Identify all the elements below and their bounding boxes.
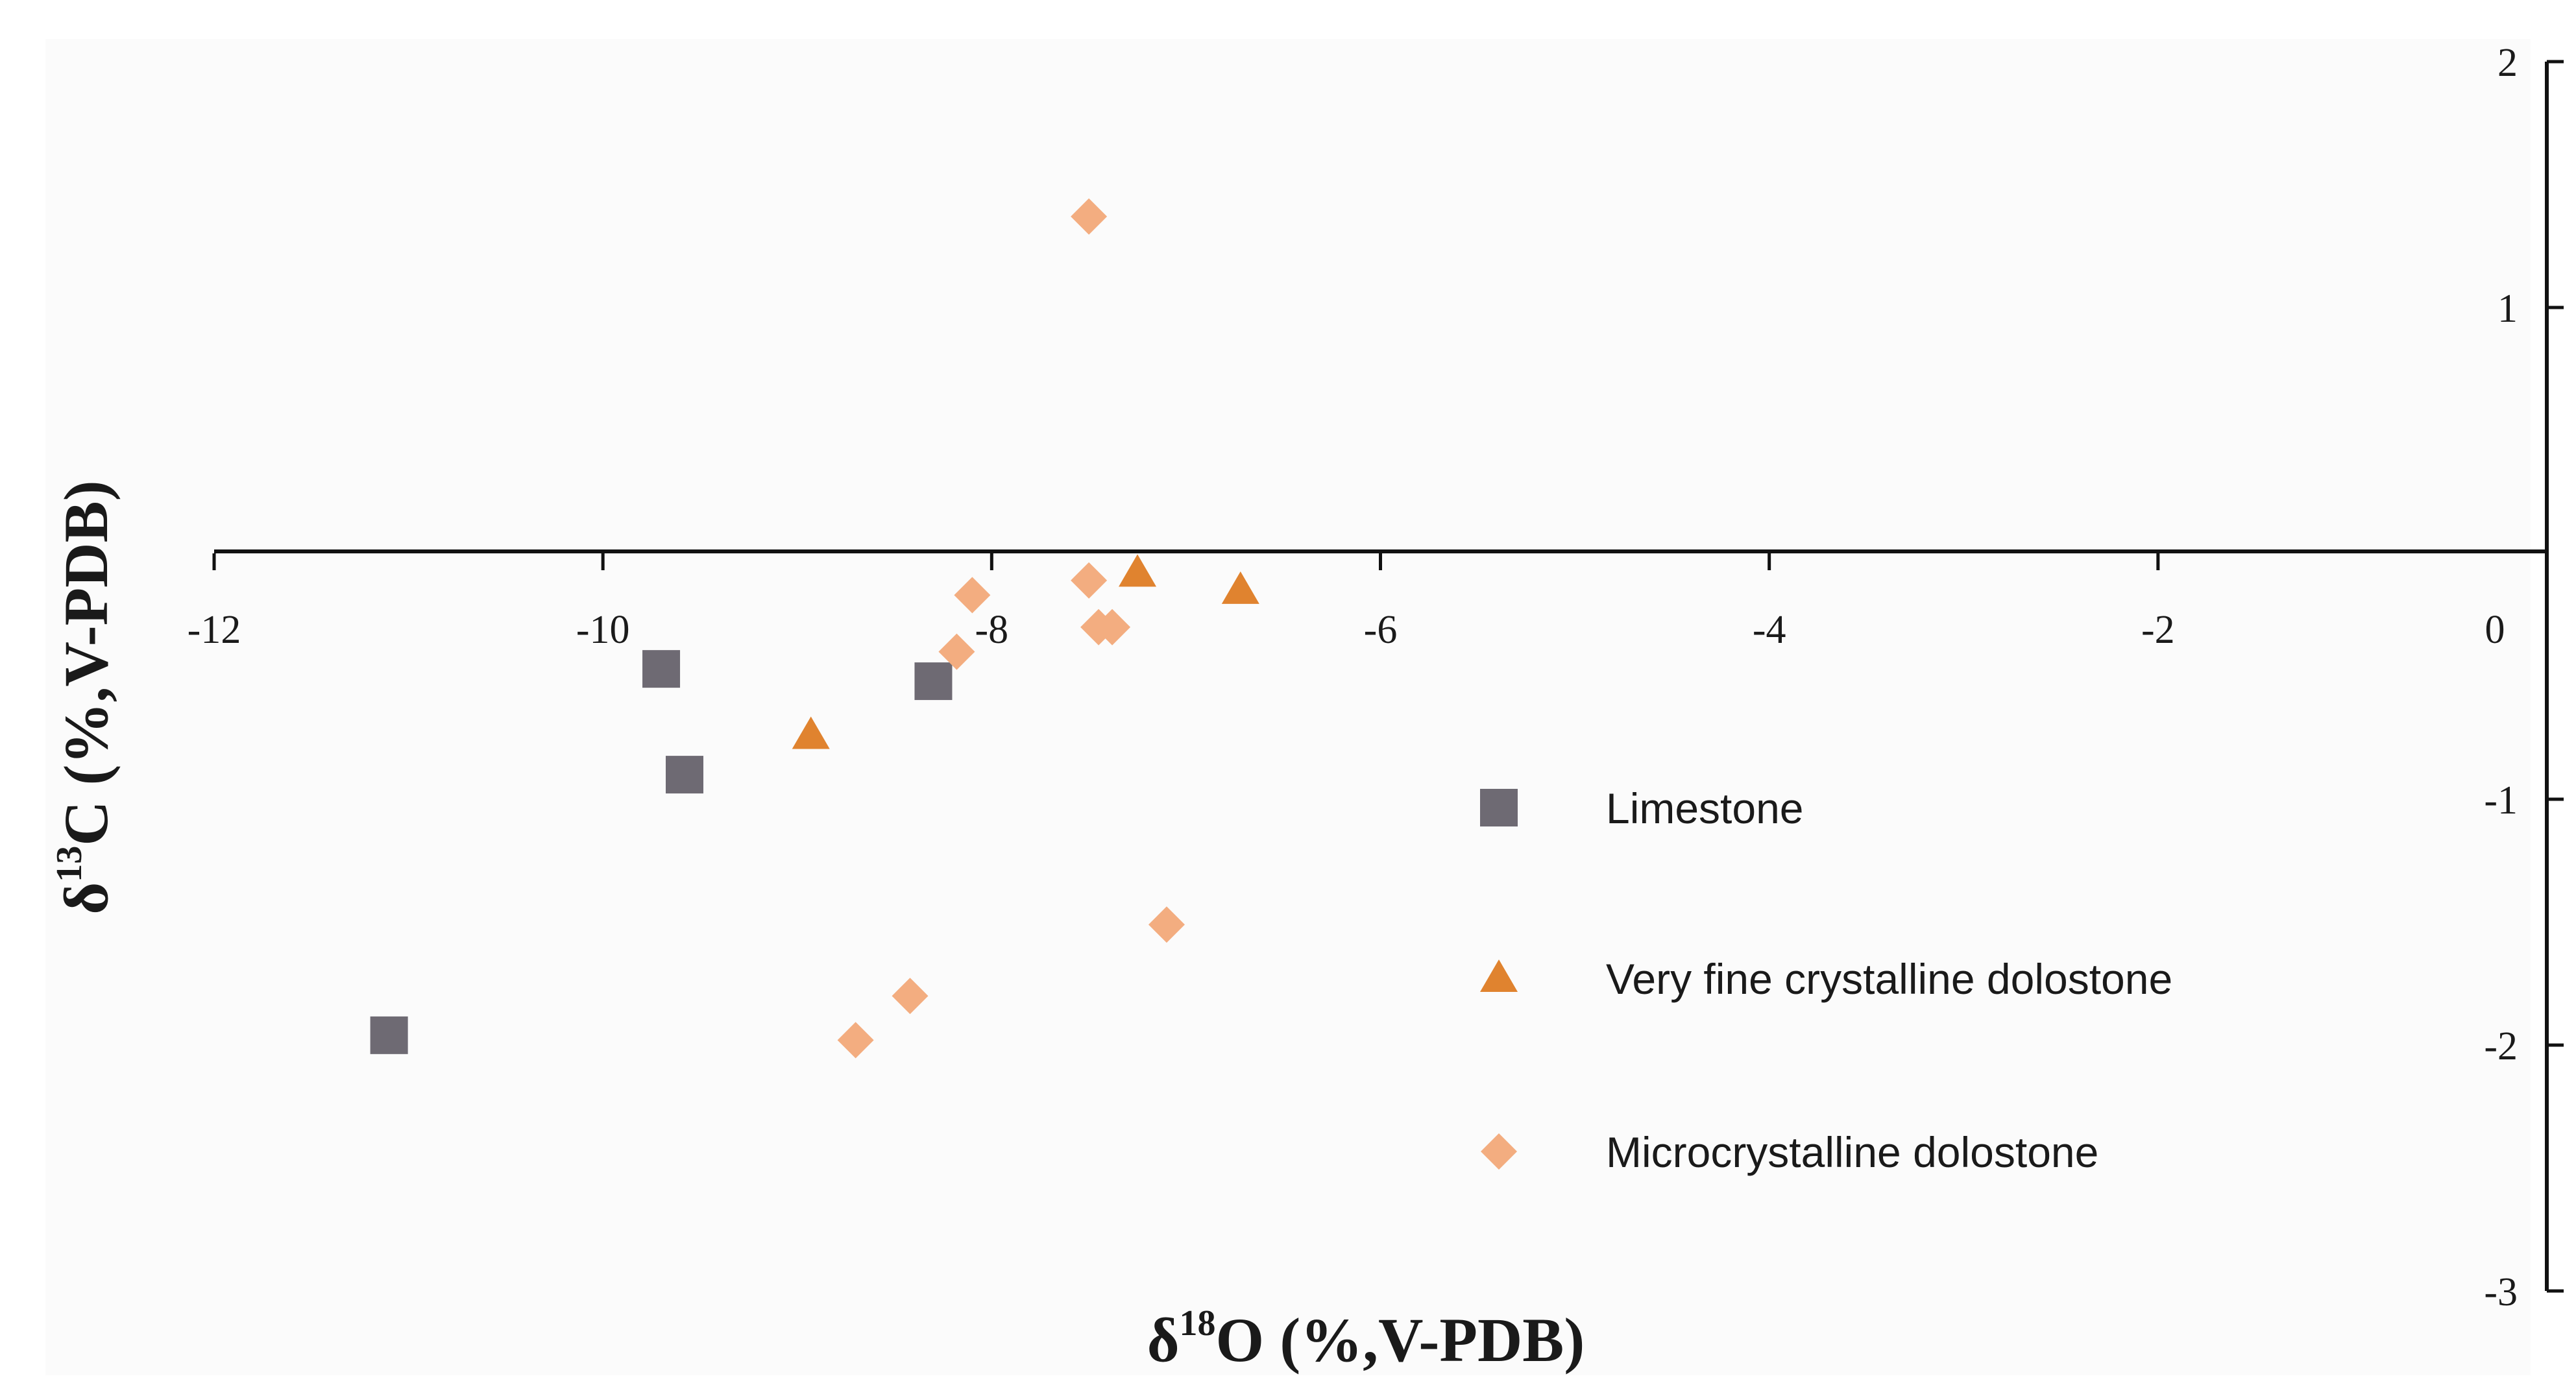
legend-item: Very fine crystalline dolostone — [1480, 955, 2172, 1003]
data-point-diamond — [837, 1022, 874, 1059]
data-point-square — [642, 650, 681, 688]
x-tick-label: -4 — [1753, 608, 1786, 652]
axes — [214, 62, 2549, 1291]
legend-label: Limestone — [1606, 784, 1804, 832]
legend-marker-diamond — [1481, 1133, 1517, 1170]
x-tick-label: -6 — [1364, 608, 1398, 652]
x-tick-label: -10 — [576, 608, 630, 652]
legend-item: Microcrystalline dolostone — [1481, 1128, 2098, 1176]
legend: Limestone Very fine crystalline dolostone… — [1480, 784, 2172, 1176]
y-tick-label: 1 — [2497, 287, 2518, 331]
plot-panel — [45, 39, 2531, 1375]
tick-marks: -12 -10 -8 -6 -4 -2 0 2 1 -1 -2 -3 — [188, 41, 2564, 1314]
data-point-diamond — [954, 577, 991, 614]
data-points — [370, 198, 1259, 1059]
legend-label: Very fine crystalline dolostone — [1606, 955, 2172, 1003]
legend-marker-triangle — [1480, 959, 1518, 992]
data-point-diamond — [1071, 198, 1108, 235]
x-tick-label: -2 — [2141, 608, 2175, 652]
series-triangle — [792, 554, 1259, 749]
data-point-diamond — [1148, 906, 1185, 943]
y-tick-label: -1 — [2484, 778, 2518, 823]
data-point-diamond — [1094, 609, 1131, 645]
data-point-diamond — [938, 633, 975, 670]
data-point-triangle — [792, 716, 830, 749]
y-axis-title: δ13C (%,V-PDB) — [49, 480, 121, 914]
x-tick-label: -8 — [975, 608, 1009, 652]
x-tick-label: 0 — [2485, 608, 2505, 652]
y-tick-label: 2 — [2497, 41, 2518, 85]
data-point-diamond — [892, 978, 929, 1015]
y-tick-label: -2 — [2484, 1024, 2518, 1068]
x-tick-label: -12 — [188, 608, 241, 652]
y-tick-label: -3 — [2484, 1270, 2518, 1314]
series-diamond — [837, 198, 1185, 1059]
data-point-square — [370, 1016, 408, 1054]
legend-marker-square — [1480, 789, 1518, 826]
series-square — [370, 650, 953, 1054]
data-point-triangle — [1119, 554, 1157, 587]
data-point-diamond — [1071, 562, 1108, 599]
data-point-square — [914, 662, 953, 701]
x-axis-title: δ18O (%,V-PDB) — [1147, 1303, 1585, 1375]
data-point-square — [665, 756, 703, 794]
legend-label: Microcrystalline dolostone — [1606, 1128, 2098, 1176]
data-point-triangle — [1221, 571, 1259, 604]
legend-item: Limestone — [1480, 784, 1804, 832]
